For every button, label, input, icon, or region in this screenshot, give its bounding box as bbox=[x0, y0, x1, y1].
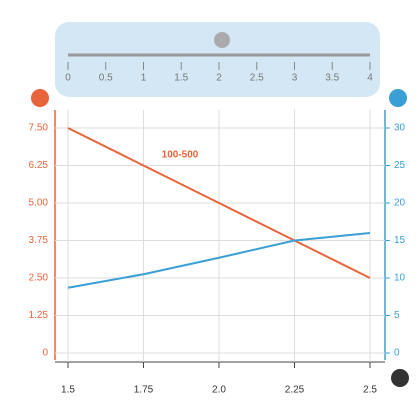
y2-tick-label: 25 bbox=[394, 160, 406, 171]
y2-tick-label: 20 bbox=[394, 198, 406, 209]
slider-label: 0.5 bbox=[99, 73, 113, 84]
y-tick-label: 2.50 bbox=[29, 273, 49, 284]
y2-tick-label: 10 bbox=[394, 273, 406, 284]
x-tick-label: 2.0 bbox=[212, 385, 226, 396]
y2-tick-label: 5 bbox=[394, 310, 400, 321]
slider-label: 1 bbox=[141, 73, 147, 84]
x-axis-icon bbox=[391, 369, 409, 387]
slider-knob[interactable] bbox=[214, 32, 230, 48]
annotation: 100-500 bbox=[162, 150, 199, 161]
series-line bbox=[67, 127, 371, 279]
slider-label: 2 bbox=[216, 73, 222, 84]
y2-tick-label: 15 bbox=[394, 235, 406, 246]
slider-label: 3.5 bbox=[325, 73, 339, 84]
y-tick-label: 0 bbox=[42, 348, 48, 359]
x-tick-label: 1.75 bbox=[134, 385, 154, 396]
left-axis-icon bbox=[31, 89, 49, 107]
y-tick-label: 7.50 bbox=[29, 123, 49, 134]
x-tick-label: 2.5 bbox=[363, 385, 377, 396]
slider-label: 0 bbox=[65, 73, 71, 84]
series-line bbox=[67, 232, 371, 289]
y-tick-label: 6.25 bbox=[29, 160, 49, 171]
slider-label: 4 bbox=[367, 73, 373, 84]
slider-panel bbox=[55, 22, 380, 97]
slider-label: 2.5 bbox=[250, 73, 264, 84]
y-tick-label: 5.00 bbox=[29, 198, 49, 209]
y-tick-label: 3.75 bbox=[29, 235, 49, 246]
y2-tick-label: 30 bbox=[394, 123, 406, 134]
x-tick-label: 1.5 bbox=[61, 385, 75, 396]
right-axis-icon bbox=[389, 89, 407, 107]
y-tick-label: 1.25 bbox=[29, 310, 49, 321]
slider-label: 3 bbox=[292, 73, 298, 84]
y2-tick-label: 0 bbox=[394, 348, 400, 359]
x-tick-label: 2.25 bbox=[285, 385, 305, 396]
slider-label: 1.5 bbox=[174, 73, 188, 84]
